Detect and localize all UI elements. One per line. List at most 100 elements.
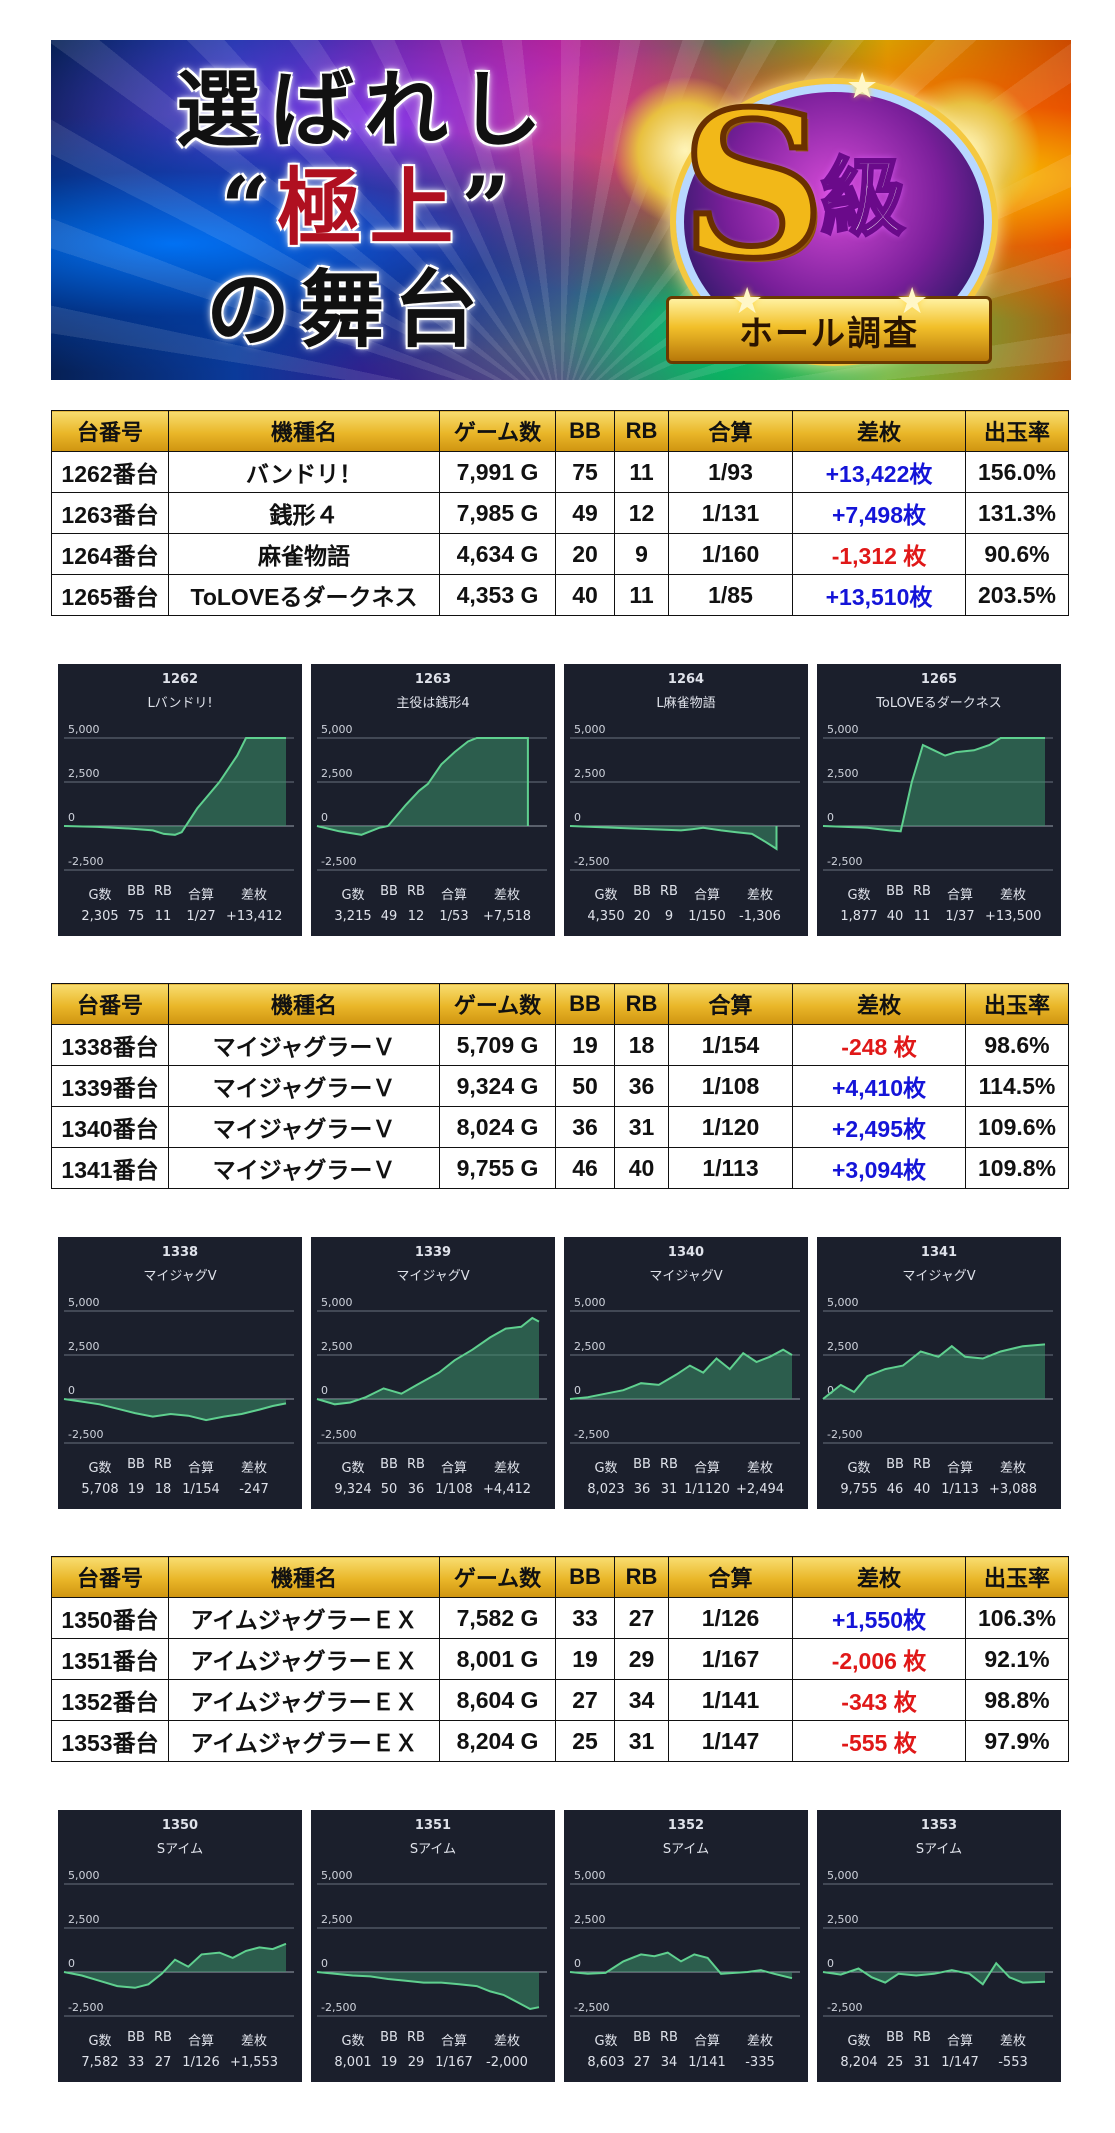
stat-label-diff: 差枚 [493,888,520,903]
y-tick-label: 0 [68,1384,75,1397]
table-row: 1264番台 麻雀物語 4,634 G 20 9 1/160 -1,312 枚 90.6% [51,533,1069,575]
slump-area [64,738,286,835]
cell-rb: 27 [614,1597,669,1639]
column-header: 合算 [668,410,793,452]
panel-machine-name: ToLOVEるダークネス [876,696,1002,711]
cell-games: 7,582 G [439,1597,556,1639]
stat-value-rb: 27 [154,2055,172,2070]
y-tick-label: -2,500 [68,1428,103,1441]
hero-banner: 選ばれし “極上” の舞台 S 級 ホール調査 ★ ★ ★ [51,40,1071,380]
y-tick-label: 5,000 [827,723,859,736]
table-row: 1351番台 アイムジャグラーＥＸ 8,001 G 19 29 1/167 -2,006 枚… [51,1638,1069,1680]
panel-machine-number: 1341 [920,1245,958,1260]
cell-diff: +1,550枚 [792,1597,966,1639]
stat-label-bb: BB [380,1457,398,1472]
y-tick-label: 5,000 [321,1296,353,1309]
cell-bb: 27 [555,1679,615,1721]
slump-graph: 5,000 2,500 0 -2,500 [63,1296,294,1444]
stat-value-rb: 31 [913,2055,931,2070]
table-row: 1352番台 アイムジャグラーＥＸ 8,604 G 27 34 1/141 -343 枚 98… [51,1679,1069,1721]
y-tick-label: 5,000 [827,1296,859,1309]
cell-rb: 11 [614,574,669,616]
y-tick-label: -2,500 [68,2001,103,2014]
slump-area [317,1972,539,2009]
slump-line [316,1316,540,1406]
stat-value-diff: +4,412 [482,1482,532,1497]
stat-value-bb: 36 [633,1482,651,1497]
cell-bb: 46 [555,1147,615,1189]
column-header: 機種名 [168,983,440,1025]
star-icon: ★ [731,281,764,322]
stat-label-rb: RB [407,1457,425,1472]
cell-no: 1263番台 [51,492,169,534]
cell-diff: -2,006 枚 [792,1638,966,1680]
panel-stats: G数 BB RB 合算 差枚 8,023 36 31 1/1120 +2,494 [564,1457,808,1497]
stat-label-bb: BB [633,884,651,899]
stat-label-g: G数 [88,1461,112,1476]
panel-machine-number: 1350 [161,1818,199,1833]
slump-graph: 5,000 2,500 0 -2,500 [316,723,547,871]
y-tick-label: 2,500 [321,1913,353,1926]
y-tick-label: -2,500 [321,2001,356,2014]
column-header: RB [614,1556,669,1598]
cell-sum: 1/126 [668,1597,793,1639]
cell-sum: 1/141 [668,1679,793,1721]
slump-line [316,737,529,836]
y-tick-label: 2,500 [68,1340,100,1353]
cell-rate: 106.3% [965,1597,1069,1639]
panel-machine-number: 1340 [667,1245,705,1260]
cell-bb: 25 [555,1720,615,1762]
stat-label-rb: RB [154,884,172,899]
cell-no: 1264番台 [51,533,169,575]
cell-games: 4,353 G [439,574,556,616]
slump-area [570,826,777,849]
y-tick-label: 5,000 [68,1296,100,1309]
column-header: 機種名 [168,410,440,452]
slump-graph-panel: 1352 Sアイム 5,000 2,500 0 -2,500 G数 BB RB 合算 差枚 8,603… [564,1810,808,2082]
cell-name: マイジャグラーＶ [168,1065,440,1107]
slump-graph: 5,000 2,500 0 -2,500 [316,1869,547,2017]
slump-line [569,1951,793,1980]
stat-label-diff: 差枚 [240,1461,267,1476]
y-tick-label: 2,500 [827,1340,859,1353]
stat-label-rb: RB [913,2030,931,2045]
panel-machine-name: Sアイム [662,1842,710,1857]
panel-machine-number: 1339 [414,1245,452,1260]
y-tick-label: 2,500 [574,1340,606,1353]
y-tick-label: 0 [827,1384,834,1397]
stat-label-g: G数 [341,2034,365,2049]
cell-name: 麻雀物語 [168,533,440,575]
cell-bb: 36 [555,1106,615,1148]
stat-value-diff: -247 [239,1482,269,1497]
stat-label-bb: BB [127,1457,145,1472]
cell-bb: 19 [555,1638,615,1680]
panel-stats: G数 BB RB 合算 差枚 9,324 50 36 1/108 +4,412 [311,1457,555,1497]
table-row: 1265番台 ToLOVEるダークネス 4,353 G 40 11 1/85 +13,510… [51,574,1069,616]
stat-value-g: 1,877 [840,909,878,924]
slump-area [64,1399,286,1421]
stat-value-g: 8,023 [587,1482,625,1497]
stat-label-diff: 差枚 [746,888,773,903]
cell-rb: 11 [614,451,669,493]
cell-name: ToLOVEるダークネス [168,574,440,616]
column-header: 合算 [668,1556,793,1598]
stat-label-sum: 合算 [946,888,973,903]
panel-stats: G数 BB RB 合算 差枚 7,582 33 27 1/126 +1,553 [58,2030,302,2070]
slump-area [823,1344,1045,1399]
cell-bb: 19 [555,1024,615,1066]
slump-graph: 5,000 2,500 0 -2,500 [569,1869,800,2017]
stat-value-g: 9,755 [840,1482,878,1497]
cell-diff: -555 枚 [792,1720,966,1762]
cell-no: 1339番台 [51,1065,169,1107]
stat-value-diff: +3,088 [988,1482,1038,1497]
column-header: 機種名 [168,1556,440,1598]
slump-area [317,738,528,835]
table-row: 1340番台 マイジャグラーＶ 8,024 G 36 31 1/120 +2,495枚 109… [51,1106,1069,1148]
cell-no: 1350番台 [51,1597,169,1639]
stat-label-sum: 合算 [946,1461,973,1476]
cell-games: 7,991 G [439,451,556,493]
cell-name: バンドリ！ [168,451,440,493]
cell-rb: 40 [614,1147,669,1189]
stat-value-rb: 12 [407,909,425,924]
stat-label-bb: BB [127,2030,145,2045]
